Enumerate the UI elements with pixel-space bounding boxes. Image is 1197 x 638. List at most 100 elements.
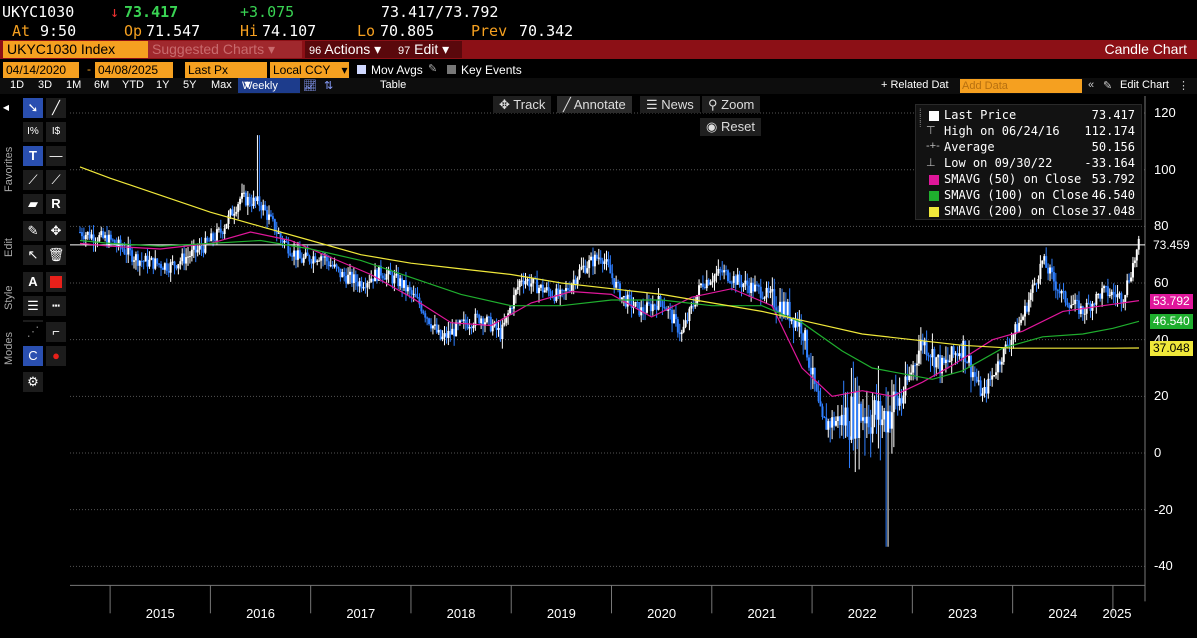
period-6m[interactable]: 6M bbox=[94, 79, 110, 91]
legend-row[interactable]: ⊤ High on 06/24/16 112.174 bbox=[916, 124, 1141, 140]
candle-icon[interactable]: ⇅ bbox=[324, 80, 334, 92]
period-1d[interactable]: 1D bbox=[10, 79, 25, 91]
legend-row[interactable]: Last Price 73.417 bbox=[916, 108, 1141, 124]
currency-dropdown-icon[interactable]: ▾ bbox=[340, 62, 349, 78]
period-ytd[interactable]: YTD bbox=[122, 79, 144, 91]
trend-line-icon[interactable]: ⟋ bbox=[23, 170, 43, 190]
candle-body bbox=[1041, 260, 1044, 264]
period-5y[interactable]: 5Y bbox=[183, 79, 197, 91]
candle-body bbox=[613, 278, 616, 288]
color-picker-icon[interactable] bbox=[46, 272, 66, 292]
candle-body bbox=[175, 265, 178, 269]
period-max[interactable]: Max bbox=[211, 79, 232, 91]
legend-row[interactable]: SMAVG (200) on Close 37.048 bbox=[916, 204, 1141, 220]
candle-body bbox=[418, 297, 421, 305]
legend-row[interactable]: -+- Average 50.156 bbox=[916, 140, 1141, 156]
candle-body bbox=[541, 284, 544, 293]
candle-body bbox=[738, 274, 741, 283]
pin-tool-icon[interactable]: ⌐ bbox=[46, 322, 66, 342]
legend-row[interactable]: ⊥ Low on 09/30/22 -33.164 bbox=[916, 156, 1141, 172]
settings-gear-icon[interactable]: ⚙ bbox=[23, 372, 43, 392]
ray-line-icon[interactable]: ⟋ bbox=[46, 170, 66, 190]
cursor-delete-icon[interactable]: ↖ bbox=[23, 245, 43, 265]
news-button[interactable]: ☰ News bbox=[640, 96, 700, 113]
percent-tool-icon[interactable]: I% bbox=[23, 122, 43, 142]
legend-label: High on 06/24/16 bbox=[944, 124, 1060, 138]
more-menu-icon[interactable]: ⋮ bbox=[1178, 80, 1189, 92]
x-tick-label: 2025 bbox=[1102, 606, 1132, 621]
price-field-select[interactable]: Last Px bbox=[185, 62, 267, 78]
candle-body bbox=[1126, 280, 1129, 295]
pencil-icon[interactable]: ✎ bbox=[23, 221, 43, 241]
line-tool-icon[interactable]: ╱ bbox=[46, 98, 66, 118]
x-tick-label: 2022 bbox=[847, 606, 877, 621]
mov-avgs-checkbox[interactable] bbox=[357, 65, 366, 74]
candle-body bbox=[538, 287, 541, 294]
candle-body bbox=[989, 378, 992, 380]
currency-select[interactable]: Local CCY bbox=[270, 62, 341, 78]
candle-body bbox=[1000, 361, 1003, 365]
suggested-charts-menu[interactable]: Suggested Charts ▾ bbox=[148, 41, 302, 58]
candle-body bbox=[482, 318, 485, 326]
candle-body bbox=[790, 317, 793, 322]
candle-body bbox=[887, 411, 890, 433]
reset-label: Reset bbox=[720, 119, 755, 134]
table-button[interactable]: Table bbox=[380, 79, 407, 91]
key-events-checkbox[interactable] bbox=[447, 65, 456, 74]
retracement-tool-icon[interactable]: R bbox=[46, 194, 66, 214]
actions-menu[interactable]: 96 Actions ▾ bbox=[305, 41, 397, 58]
candle-body bbox=[507, 313, 510, 317]
mov-avgs-edit-icon[interactable]: ✎ bbox=[428, 63, 438, 75]
annotate-button[interactable]: ╱ Annotate bbox=[557, 96, 632, 113]
price-chart[interactable] bbox=[0, 94, 1197, 638]
related-data-button[interactable]: + Related Dat bbox=[881, 79, 949, 91]
price-tool-icon[interactable]: I$ bbox=[46, 122, 66, 142]
candle-body bbox=[142, 261, 145, 263]
reset-button[interactable]: ◉ Reset bbox=[700, 118, 761, 136]
legend-drag-handle-icon[interactable]: ⁞ ⁞ ⁞ bbox=[919, 107, 922, 129]
x-tick-label: 2019 bbox=[546, 606, 576, 621]
move-icon[interactable]: ✥ bbox=[46, 221, 66, 241]
end-date-field[interactable]: 04/08/2025 bbox=[95, 62, 173, 78]
edit-menu[interactable]: 97 Edit ▾ bbox=[394, 41, 462, 58]
actions-number: 96 bbox=[309, 45, 322, 57]
pointer-icon[interactable]: ➘ bbox=[23, 98, 43, 118]
period-1m[interactable]: 1M bbox=[66, 79, 82, 91]
candle-body bbox=[219, 228, 222, 233]
candle-body bbox=[239, 198, 242, 205]
period-1y[interactable]: 1Y bbox=[156, 79, 170, 91]
legend-row[interactable]: SMAVG (50) on Close 53.792 bbox=[916, 172, 1141, 188]
line-style-icon[interactable]: ┅ bbox=[46, 296, 66, 316]
dashed-line-icon[interactable]: ⋰ bbox=[23, 322, 43, 342]
candle-body bbox=[329, 265, 332, 267]
start-date-field[interactable]: 04/14/2020 bbox=[3, 62, 79, 78]
period-3d[interactable]: 3D bbox=[38, 79, 53, 91]
channel-tool-icon[interactable]: ▰ bbox=[23, 194, 43, 214]
settings-cog-icon[interactable]: ✎ bbox=[1103, 80, 1113, 92]
candle-body bbox=[1074, 299, 1077, 305]
frequency-select[interactable]: Weekly ▼ bbox=[238, 78, 300, 93]
security-field[interactable]: UKYC1030 Index bbox=[3, 41, 149, 58]
mode-c-icon[interactable]: C bbox=[23, 346, 43, 366]
candle-body bbox=[888, 411, 891, 429]
chart-legend[interactable]: Last Price 73.417 ⊤ High on 06/24/16 112.174… bbox=[915, 104, 1142, 220]
year-separators bbox=[109, 585, 1114, 614]
horizontal-line-icon[interactable]: — bbox=[46, 146, 66, 166]
trash-icon[interactable]: 🗑︎ bbox=[46, 245, 66, 265]
color-mode-icon[interactable]: ● bbox=[46, 346, 66, 366]
expand-left-icon[interactable]: ◀ bbox=[2, 98, 10, 118]
line-chart-icon[interactable]: 📈︎ bbox=[303, 80, 317, 92]
zoom-button[interactable]: ⚲ Zoom bbox=[702, 96, 761, 113]
line-weight-icon[interactable]: ☰ bbox=[23, 296, 43, 316]
track-button[interactable]: ✥ Track bbox=[493, 96, 552, 113]
candle-body bbox=[663, 306, 666, 309]
font-style-icon[interactable]: A bbox=[23, 272, 43, 292]
legend-row[interactable]: SMAVG (100) on Close 46.540 bbox=[916, 188, 1141, 204]
candle-body bbox=[954, 353, 957, 355]
candle-body bbox=[90, 234, 93, 239]
candle-body bbox=[1058, 290, 1061, 294]
collapse-left-icon[interactable]: « bbox=[1088, 79, 1095, 91]
text-tool-icon[interactable]: T bbox=[23, 146, 43, 166]
add-data-input[interactable]: Add Data bbox=[960, 79, 1082, 93]
edit-chart-button[interactable]: Edit Chart bbox=[1120, 79, 1169, 91]
